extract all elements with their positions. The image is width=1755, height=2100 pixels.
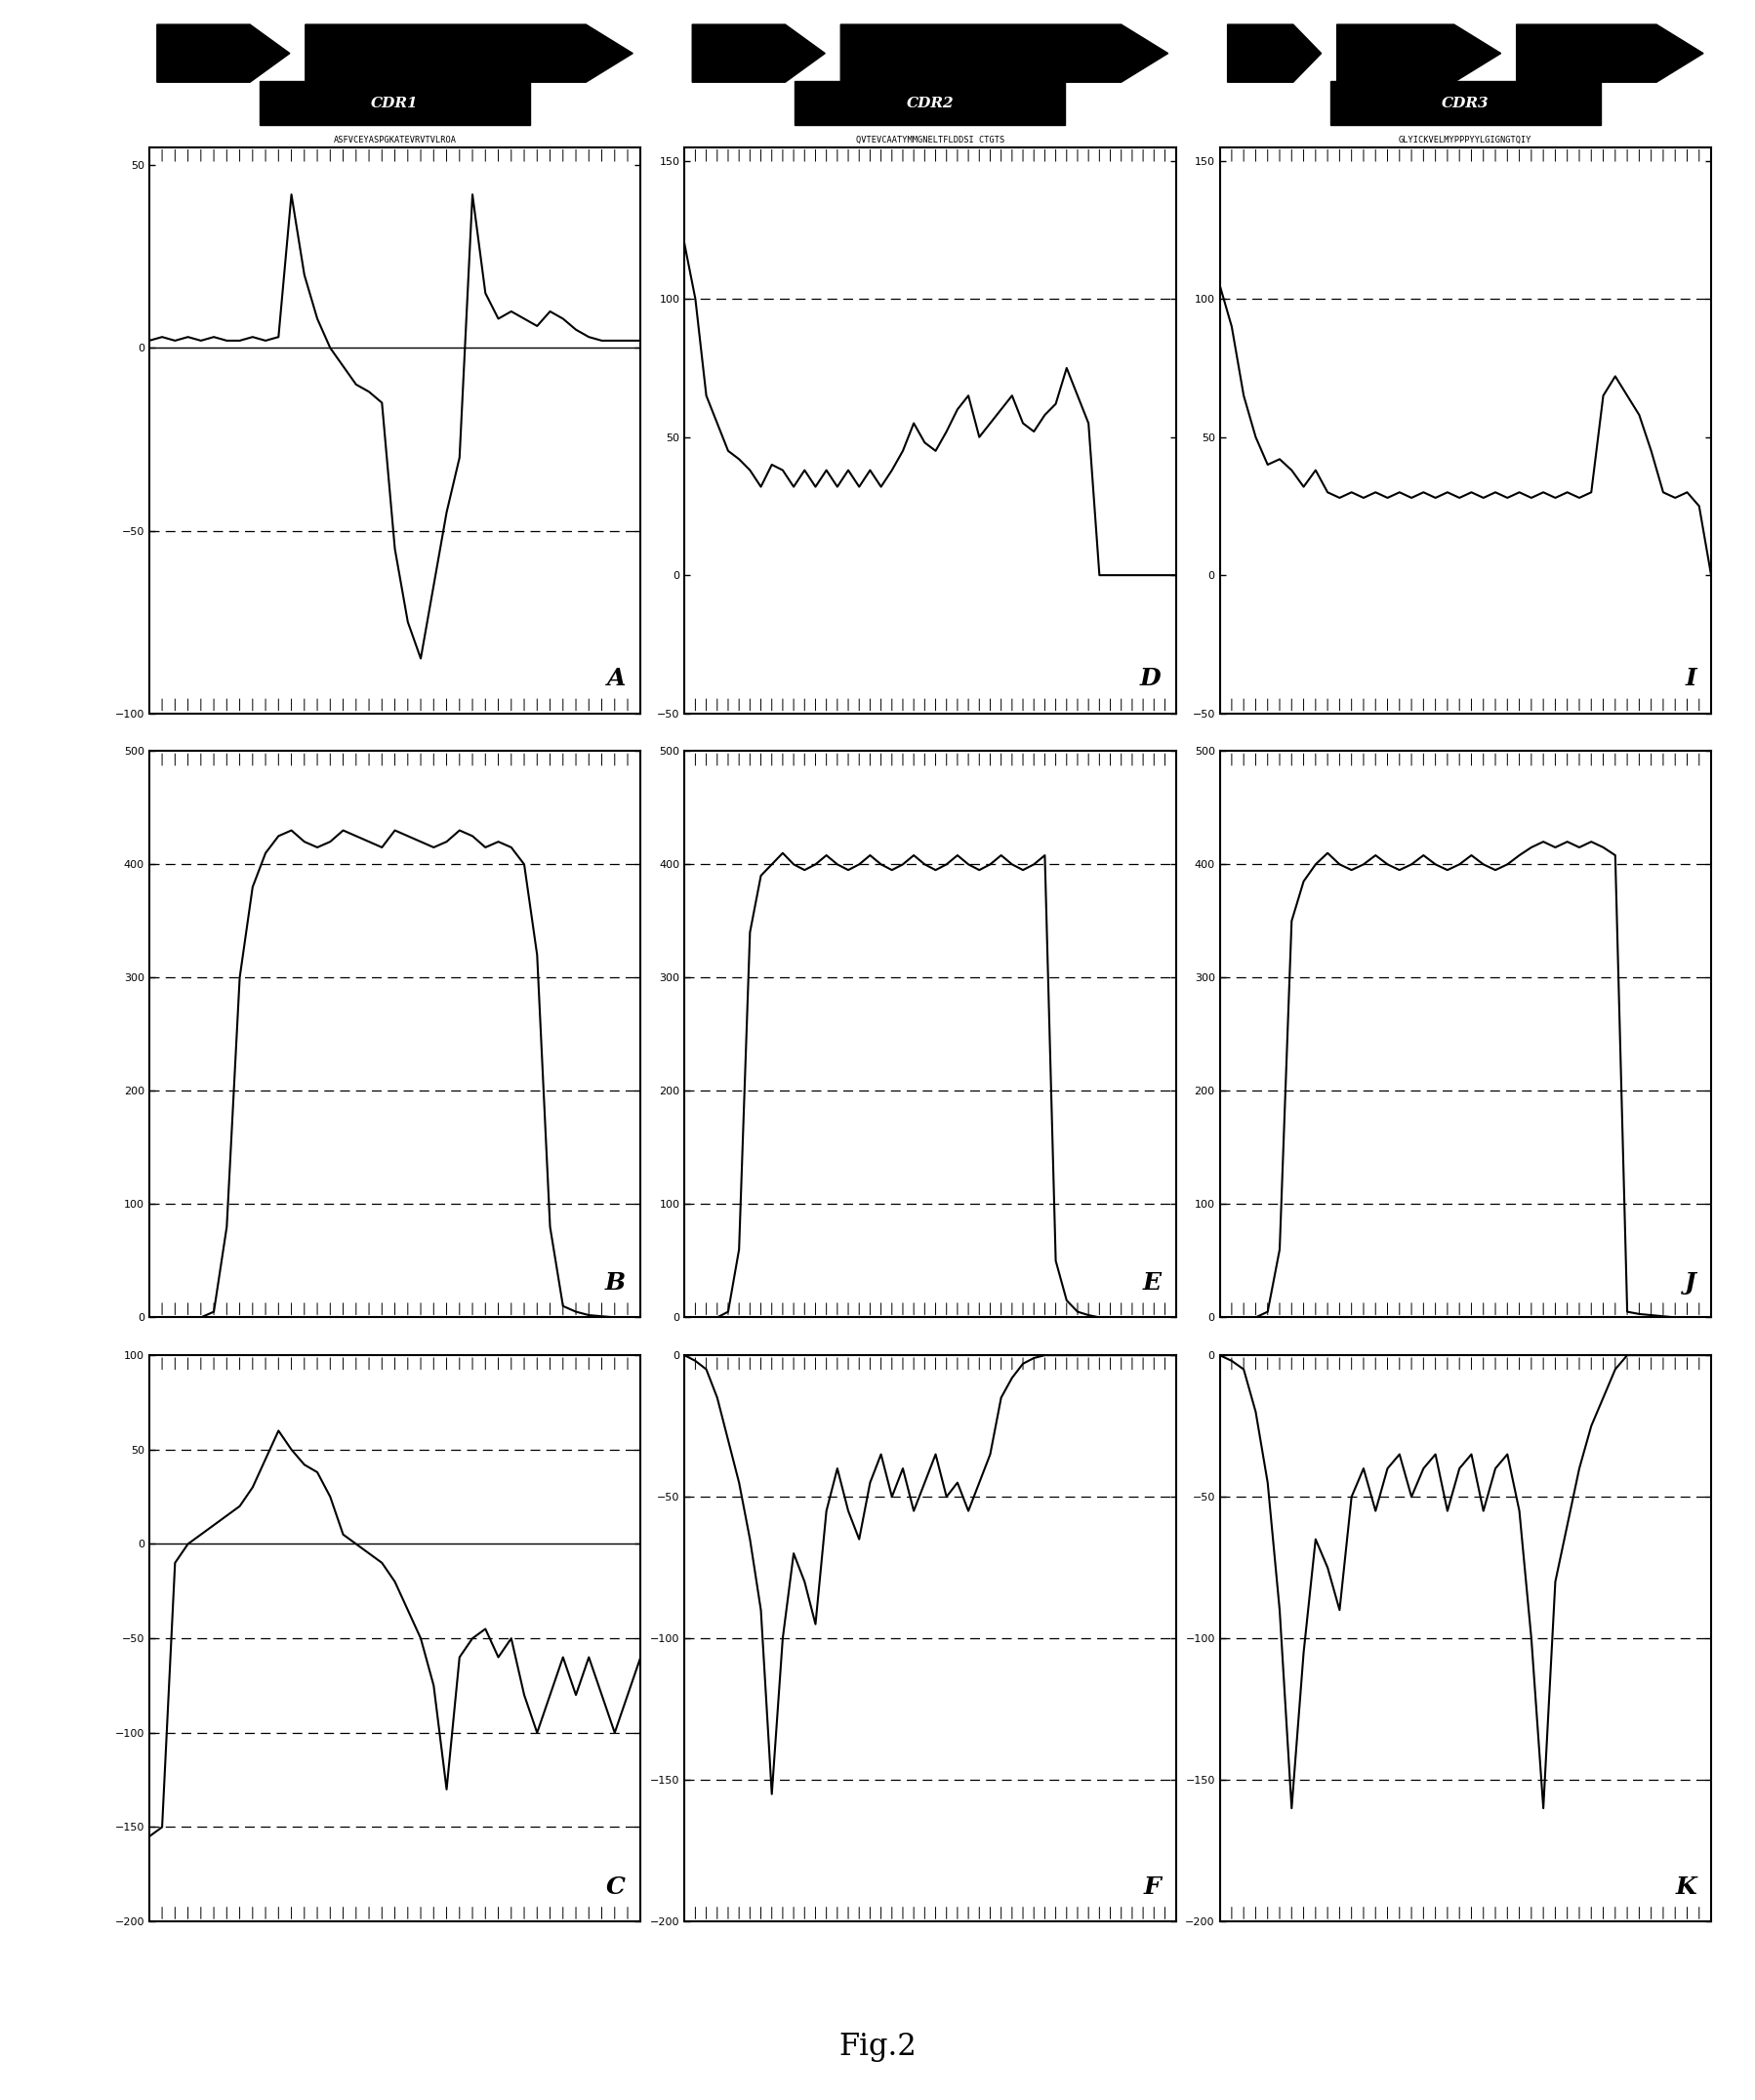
Text: Fig.2: Fig.2 <box>839 2033 916 2062</box>
Text: E: E <box>1143 1270 1162 1296</box>
Text: F: F <box>1144 1875 1162 1898</box>
Text: ASFVCEYASPGKATEVRVTVLROA: ASFVCEYASPGKATEVRVTVLROA <box>333 136 456 145</box>
Text: J: J <box>1685 1270 1697 1296</box>
Polygon shape <box>305 25 634 82</box>
Text: QVTEVCAATYMMGNELTFLDDSI CTGTS: QVTEVCAATYMMGNELTFLDDSI CTGTS <box>856 136 1004 145</box>
Text: C: C <box>607 1875 627 1898</box>
Text: GLYICKVELMYPPPYYLGIGNGTQIY: GLYICKVELMYPPPYYLGIGNGTQIY <box>1399 136 1532 145</box>
Polygon shape <box>841 25 1169 82</box>
Text: CDR3: CDR3 <box>1441 97 1490 109</box>
Polygon shape <box>691 25 825 82</box>
Text: D: D <box>1141 668 1162 691</box>
Text: I: I <box>1685 668 1697 691</box>
Text: CDR1: CDR1 <box>370 97 419 109</box>
Polygon shape <box>1516 25 1704 82</box>
Bar <box>260 82 530 124</box>
Text: K: K <box>1676 1875 1697 1898</box>
Polygon shape <box>1337 25 1501 82</box>
Polygon shape <box>1227 25 1322 82</box>
Text: A: A <box>607 668 627 691</box>
Bar <box>795 82 1065 124</box>
Bar <box>1330 82 1601 124</box>
Polygon shape <box>156 25 290 82</box>
Text: B: B <box>605 1270 627 1296</box>
Text: CDR2: CDR2 <box>906 97 955 109</box>
